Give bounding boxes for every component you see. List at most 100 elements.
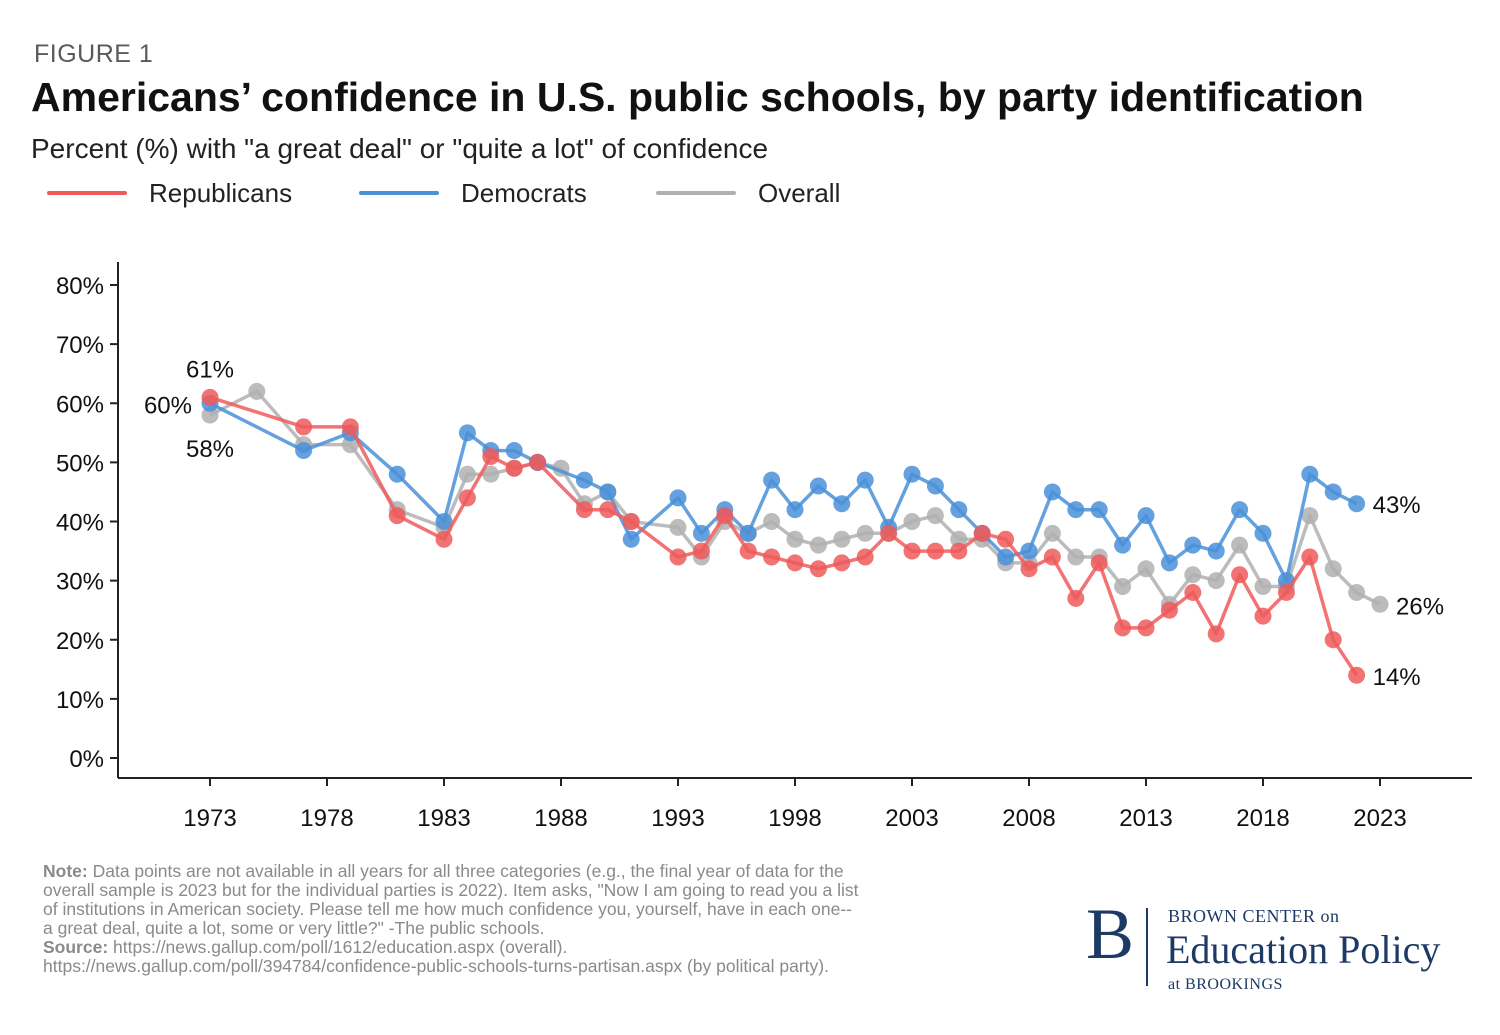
logo-divider <box>1146 908 1148 986</box>
data-point-republicans <box>622 513 640 530</box>
data-point-democrats <box>1043 483 1061 501</box>
data-point-democrats <box>997 548 1015 566</box>
x-tick-label: 1998 <box>768 805 821 832</box>
data-point-overall <box>1324 560 1342 578</box>
data-point-overall <box>1067 548 1085 566</box>
data-point-republicans <box>1114 619 1132 637</box>
data-point-republicans <box>295 418 313 436</box>
data-point-republicans <box>1184 583 1202 601</box>
y-tick-label: 30% <box>56 569 104 596</box>
data-point-democrats <box>669 489 687 507</box>
data-point-republicans <box>739 542 757 560</box>
data-point-democrats <box>1301 465 1319 483</box>
data-point-democrats <box>1160 554 1178 572</box>
data-point-republicans <box>973 524 991 542</box>
note-line-3: of institutions in American society. Ple… <box>43 899 852 919</box>
data-point-republicans <box>388 507 406 525</box>
data-point-democrats <box>739 524 757 542</box>
data-point-democrats <box>505 442 523 460</box>
data-point-republicans <box>880 524 898 542</box>
x-tick-label: 2013 <box>1119 805 1172 832</box>
data-point-overall <box>482 465 500 483</box>
data-point-democrats <box>1114 536 1132 554</box>
legend-swatch-democrats <box>359 191 439 195</box>
legend-label-democrats: Democrats <box>461 177 587 208</box>
data-point-overall <box>1371 595 1389 613</box>
data-point-overall <box>786 530 804 548</box>
data-point-republicans <box>1090 554 1108 572</box>
data-point-democrats <box>1207 542 1225 560</box>
brown-center-logo: B BROWN CENTER on Education Policy at BR… <box>1086 898 1486 1002</box>
y-tick-label: 20% <box>56 628 104 655</box>
note-line-1: Note: Data points are not available in a… <box>43 862 1053 881</box>
data-point-republicans <box>1207 625 1225 643</box>
data-point-democrats <box>809 477 827 495</box>
legend-item-democrats: Democrats <box>359 178 587 208</box>
data-point-republicans <box>1254 607 1272 625</box>
data-point-republicans <box>1231 566 1249 584</box>
data-label-overall: 58% <box>186 436 234 463</box>
data-point-democrats <box>833 495 851 513</box>
y-tick-label: 40% <box>56 510 104 537</box>
logo-main-text: Education Policy <box>1166 927 1441 972</box>
data-point-democrats <box>1254 524 1272 542</box>
data-point-overall <box>1348 583 1366 601</box>
data-point-democrats <box>388 465 406 483</box>
data-point-republicans <box>692 542 710 560</box>
data-point-democrats <box>786 501 804 519</box>
source-head: Source: <box>43 937 109 957</box>
data-label-democrats: 43% <box>1373 492 1421 519</box>
data-point-overall <box>926 507 944 525</box>
data-point-overall <box>809 536 827 554</box>
y-tick-label: 0% <box>69 746 104 773</box>
data-point-republicans <box>1348 666 1366 684</box>
data-point-republicans <box>1020 560 1038 578</box>
y-tick-label: 60% <box>56 391 104 418</box>
x-tick-label: 2023 <box>1353 805 1406 832</box>
data-point-overall <box>903 513 921 530</box>
data-point-republicans <box>716 507 734 525</box>
data-point-democrats <box>926 477 944 495</box>
line-chart: 0% 10% 20% 30% 40% 50% 60% 70% 80% 1973 1978 1983 19… <box>56 262 1472 832</box>
data-point-overall <box>458 465 476 483</box>
data-point-republicans <box>809 560 827 578</box>
data-point-democrats <box>575 471 593 489</box>
note-head: Note: <box>43 861 88 881</box>
data-point-democrats <box>435 513 453 530</box>
data-point-republicans <box>1301 548 1319 566</box>
data-point-democrats <box>295 442 313 460</box>
data-point-democrats <box>1348 495 1366 513</box>
data-point-republicans <box>786 554 804 572</box>
data-point-democrats <box>1090 501 1108 519</box>
data-point-republicans <box>833 554 851 572</box>
chart-notes: Note: Data points are not available in a… <box>43 862 1053 976</box>
data-point-republicans <box>1067 589 1085 607</box>
chart-title: Americans’ confidence in U.S. public sch… <box>31 74 1364 120</box>
data-point-democrats <box>903 465 921 483</box>
data-point-republicans <box>950 542 968 560</box>
data-point-overall <box>1231 536 1249 554</box>
data-point-republicans <box>599 501 617 519</box>
data-point-republicans <box>458 489 476 507</box>
legend-swatch-republicans <box>47 191 127 195</box>
data-point-democrats <box>692 524 710 542</box>
x-tick-label: 2008 <box>1002 805 1055 832</box>
y-tick-label: 70% <box>56 332 104 359</box>
logo-top-text: BROWN CENTER on <box>1168 906 1340 926</box>
data-point-democrats <box>622 530 640 548</box>
data-point-overall <box>1137 560 1155 578</box>
logo-initial: B <box>1086 894 1135 974</box>
data-point-overall <box>1114 578 1132 596</box>
data-point-democrats <box>1067 501 1085 519</box>
data-point-democrats <box>1324 483 1342 501</box>
data-point-democrats <box>1184 536 1202 554</box>
data-point-republicans <box>903 542 921 560</box>
logo-bottom-text: at BROOKINGS <box>1168 976 1283 993</box>
data-point-republicans <box>1043 548 1061 566</box>
data-point-republicans <box>1277 583 1295 601</box>
data-point-democrats <box>1231 501 1249 519</box>
x-tick-label: 2018 <box>1236 805 1289 832</box>
data-point-overall <box>1043 524 1061 542</box>
data-point-republicans <box>1160 601 1178 619</box>
data-point-overall <box>856 524 874 542</box>
